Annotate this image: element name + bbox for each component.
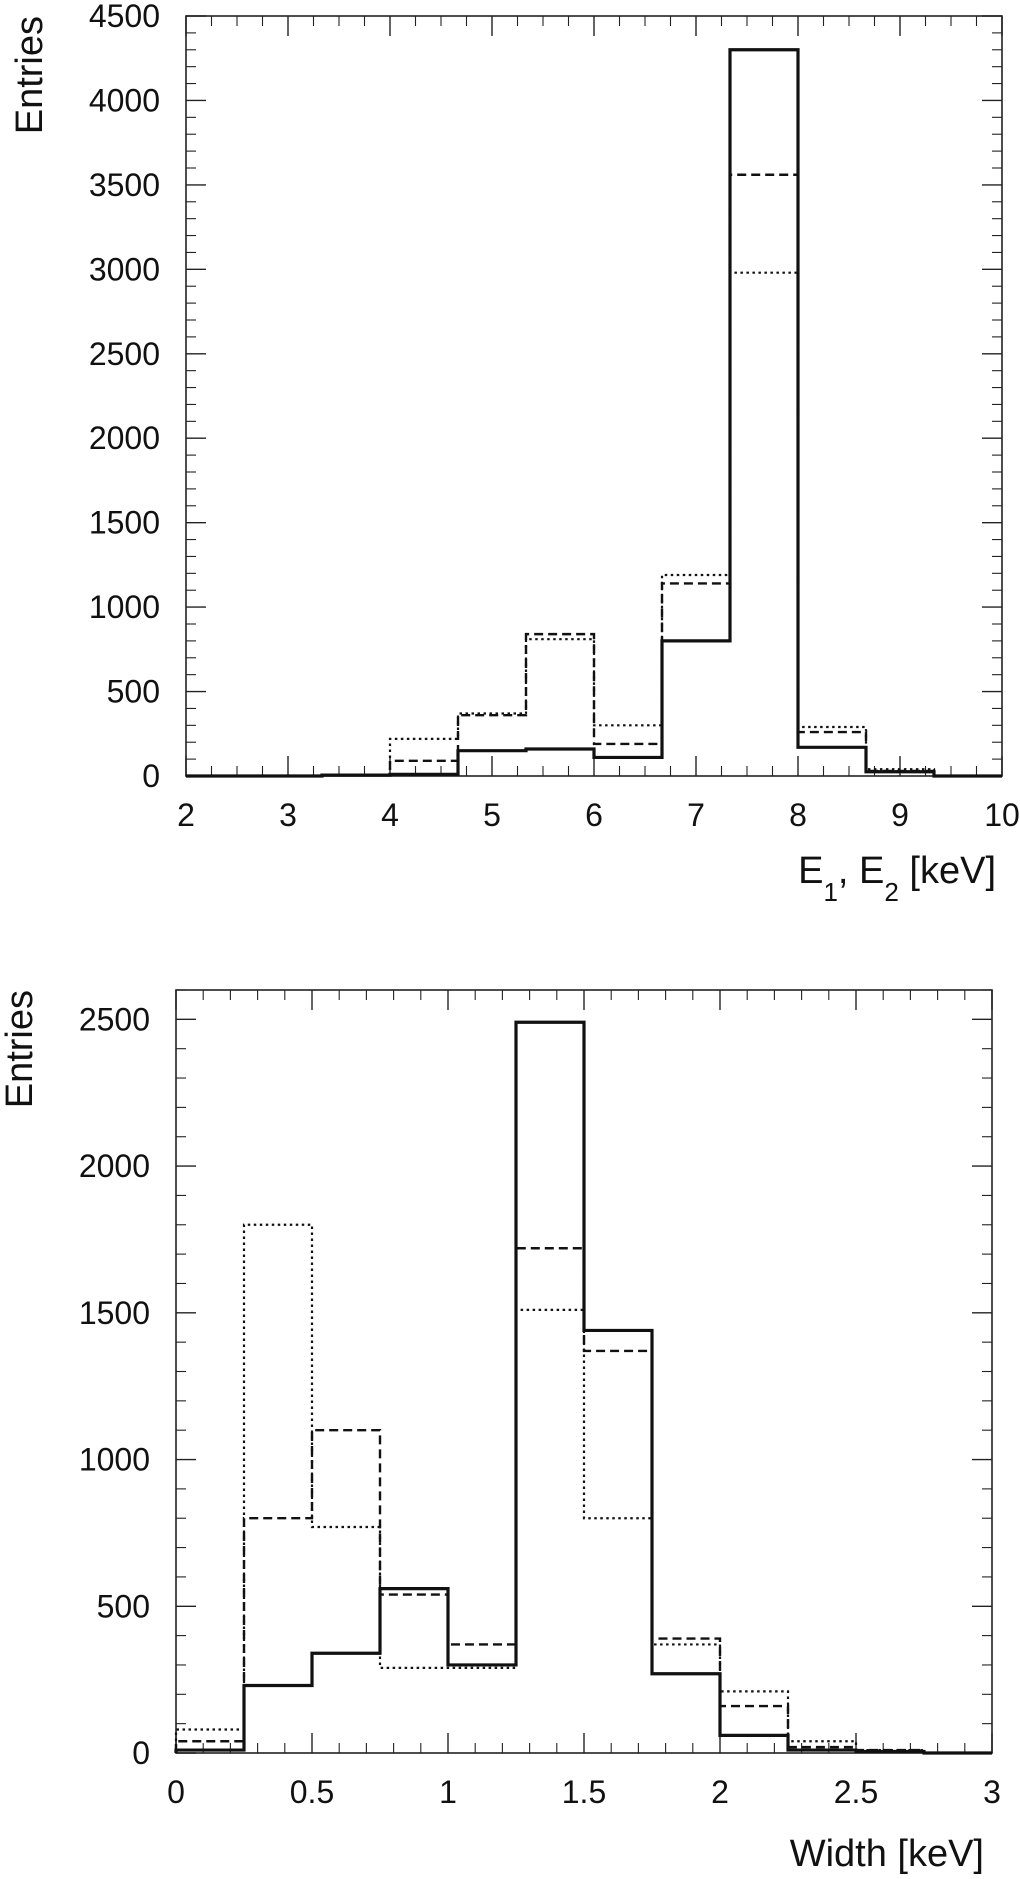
x-tick-label: 9 [891,797,909,833]
x-axis-title-part: [keV] [899,850,996,892]
width-histogram: 0 0.5 1 1.5 2 2.5 3 0 500 1000 1500 2000 2500 Entries… [0,989,1001,1875]
x-tick-label: 2.5 [834,1774,878,1810]
y-tick-label: 2500 [89,336,160,372]
y-tick-label: 1000 [79,1442,150,1478]
x-tick-label: 3 [279,797,297,833]
x-axis-title: Width [keV] [790,1833,984,1875]
x-tick-label: 2 [177,797,195,833]
x-axis-title-part: , E [838,850,884,892]
y-tick-label: 1000 [89,589,160,625]
x-axis-title: E1, E2 [keV] [798,850,996,907]
y-tick-label: 4500 [89,0,160,34]
x-tick-label: 8 [789,797,807,833]
y-axis-title: Entries [0,990,41,1108]
y-tick-label: 500 [97,1588,150,1624]
y-tick-label: 2500 [79,1001,150,1037]
x-tick-label: 3 [983,1774,1001,1810]
y-axis-title: Entries [9,16,51,134]
x-tick-label: 2 [711,1774,729,1810]
y-tick-label: 3000 [89,251,160,287]
y-tick-label: 0 [142,758,160,794]
x-tick-label: 10 [984,797,1020,833]
y-tick-label: 2000 [89,420,160,456]
y-tick-label: 3500 [89,167,160,203]
x-tick-label: 1.5 [562,1774,606,1810]
histogram-series-dotted [186,271,1002,778]
y-tick-label: 500 [107,674,160,710]
histogram-series-dashed [174,1247,992,1755]
y-tick-label: 1500 [89,505,160,541]
x-tick-label: 4 [381,797,399,833]
x-axis-title-part: 2 [884,877,898,907]
energy-histogram: 2 3 4 5 6 7 8 9 10 0 500 1000 1500 2000 2500 3000 3500 40… [9,0,1020,907]
x-tick-label: 7 [687,797,705,833]
y-tick-label: 1500 [79,1295,150,1331]
x-tick-label: 0.5 [290,1774,334,1810]
histogram-series-solid [174,1020,992,1755]
y-tick-label: 0 [132,1735,150,1771]
x-axis-title-part: E [798,850,823,892]
histogram-series-dashed [186,173,1002,778]
y-tick-label: 2000 [79,1148,150,1184]
x-tick-label: 1 [439,1774,457,1810]
x-tick-label: 0 [167,1774,185,1810]
x-tick-label: 6 [585,797,603,833]
y-tick-label: 4000 [89,82,160,118]
x-axis-title-part: 1 [823,877,837,907]
histogram-series-dotted [174,1223,992,1755]
x-tick-label: 5 [483,797,501,833]
